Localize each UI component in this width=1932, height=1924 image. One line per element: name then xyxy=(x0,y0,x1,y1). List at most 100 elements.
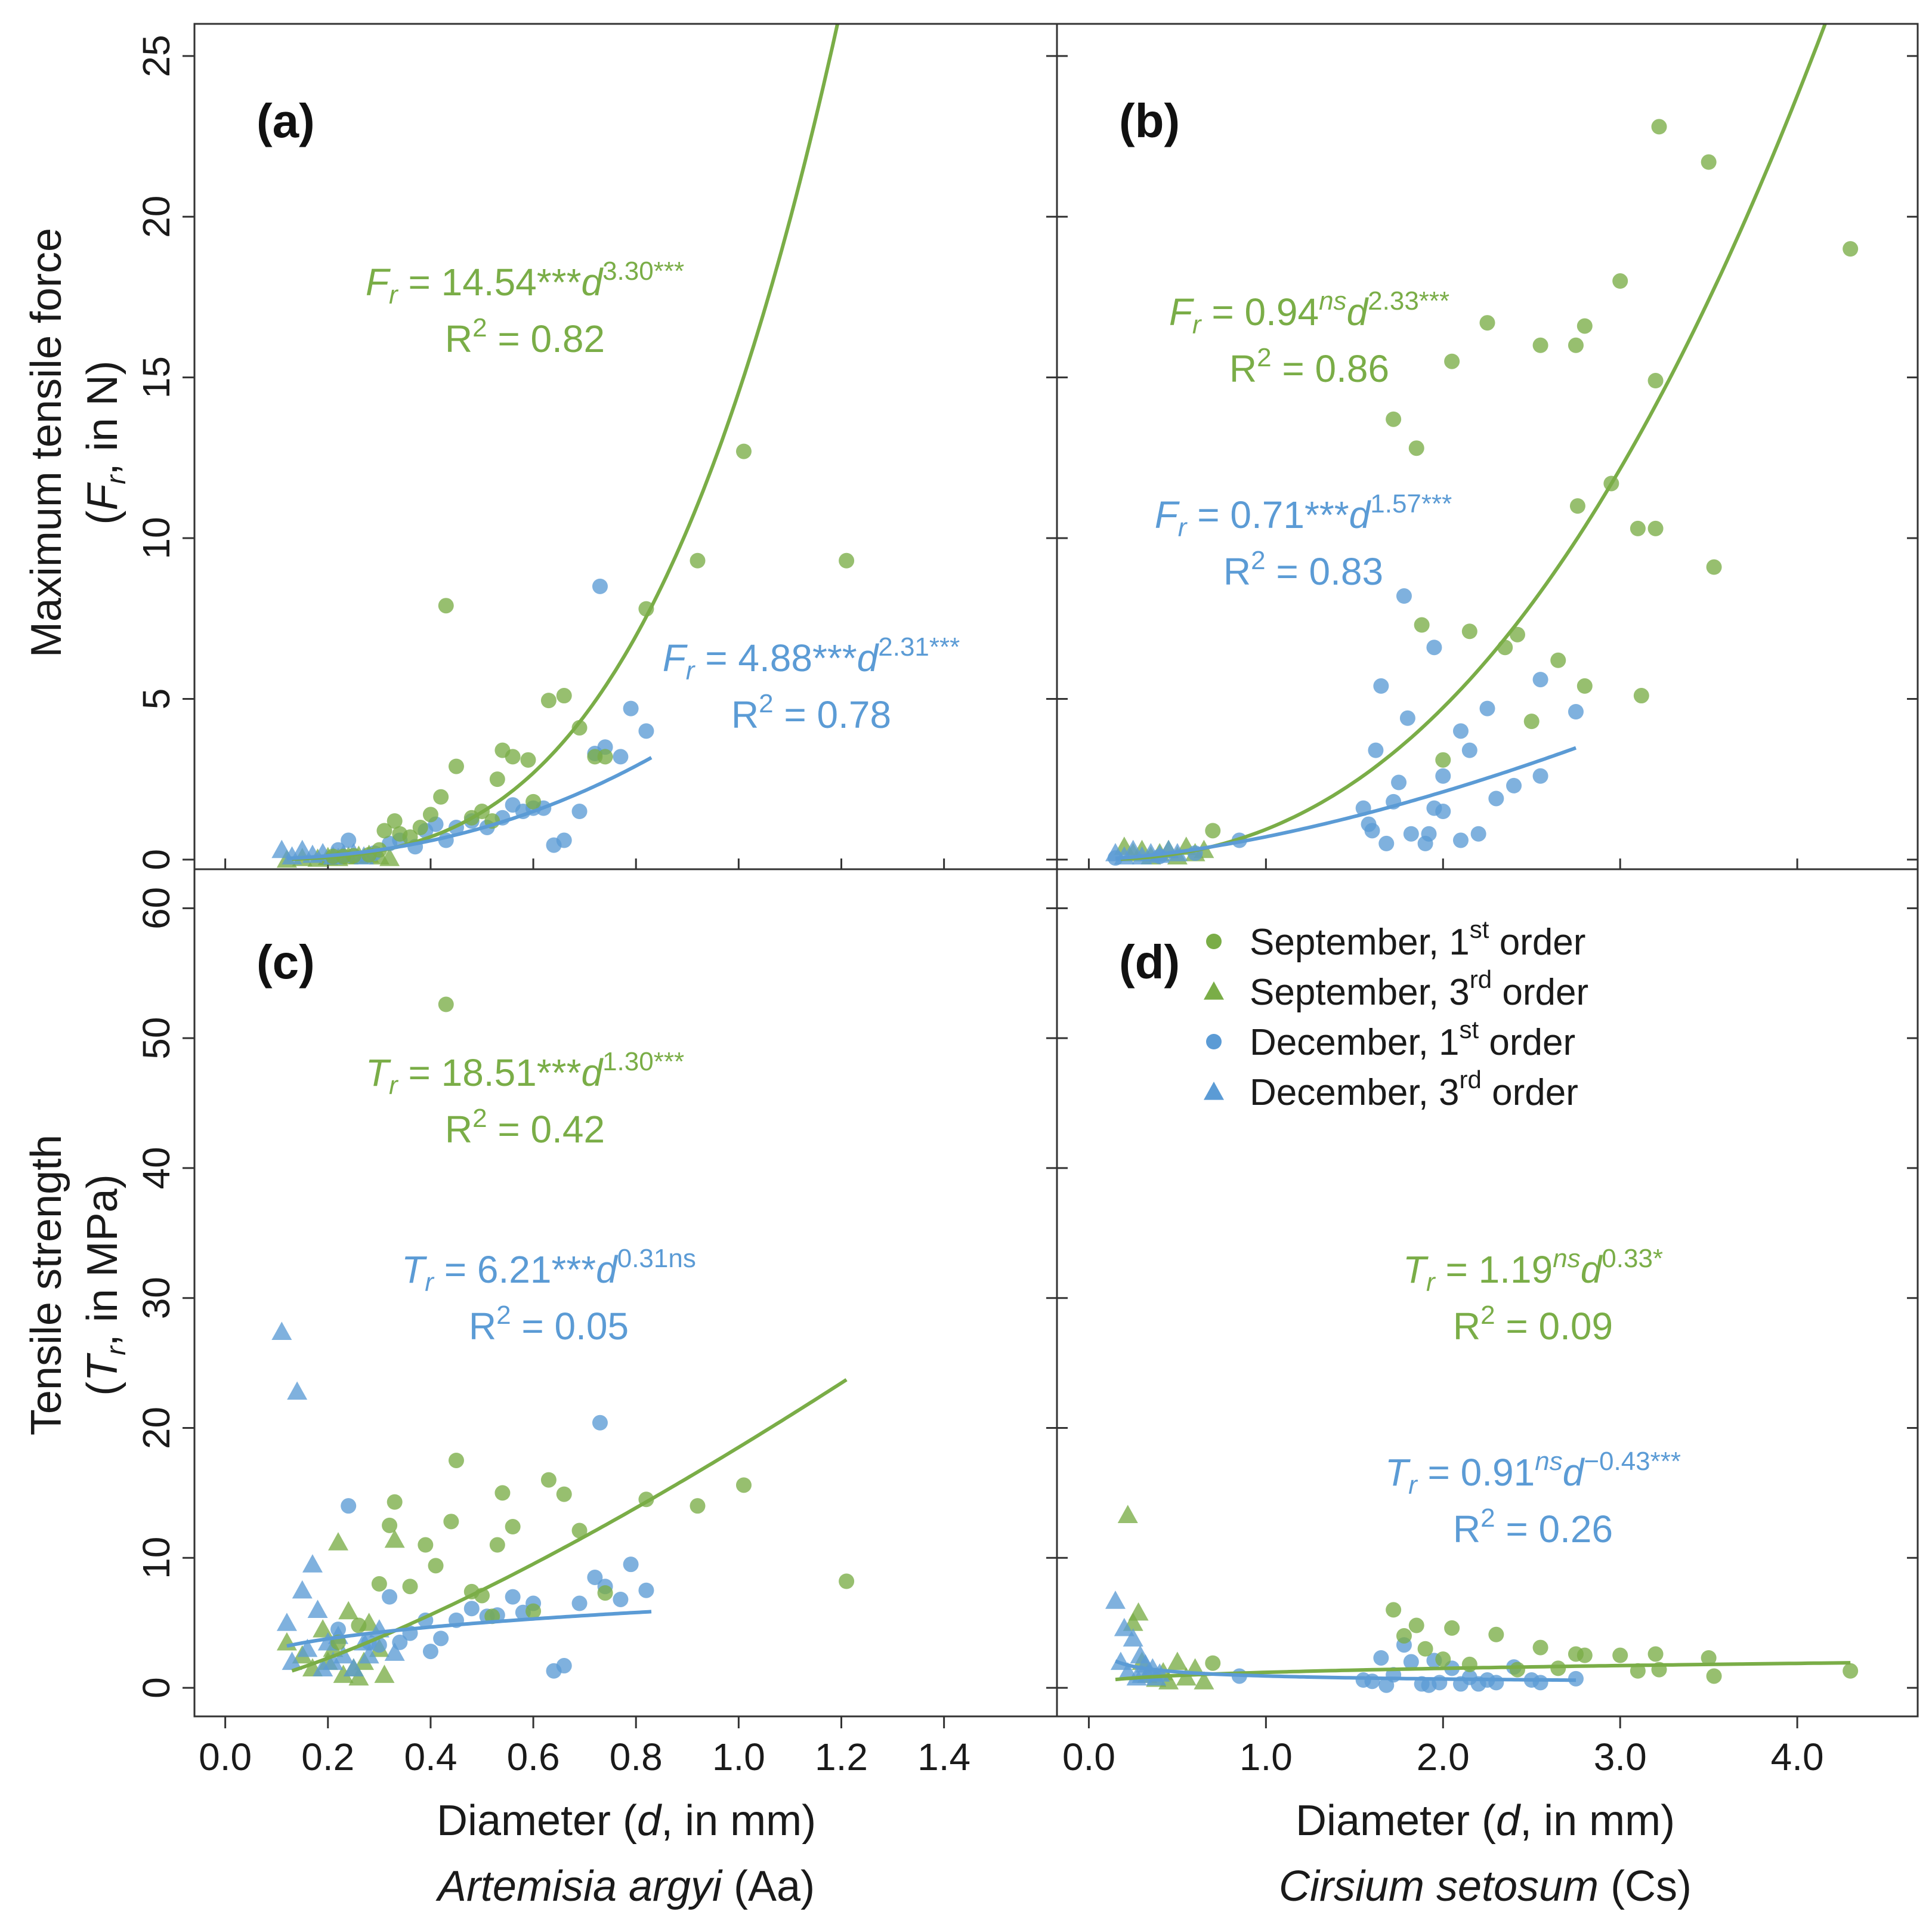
data-point-dec-circle xyxy=(638,1582,654,1598)
data-point-sep-circle xyxy=(690,1498,706,1514)
data-point-sep-circle xyxy=(540,693,557,709)
data-point-sep-circle xyxy=(448,1452,464,1468)
data-point-dec-circle xyxy=(1368,742,1384,758)
panel-label: (b) xyxy=(1119,94,1180,147)
r-squared-september: R2 = 0.42 xyxy=(445,1104,605,1151)
data-point-dec-circle xyxy=(556,832,572,848)
data-point-dec-circle xyxy=(1461,742,1477,758)
data-point-sep-circle xyxy=(418,1537,434,1553)
panel-label: (d) xyxy=(1119,935,1180,989)
data-point-sep-circle xyxy=(489,771,505,787)
legend-label: December, 3rd order xyxy=(1250,1066,1578,1113)
data-point-sep-circle xyxy=(1568,337,1584,353)
data-point-sep-circle xyxy=(505,749,521,765)
data-point-dec-circle xyxy=(341,1498,357,1514)
plot-area xyxy=(1105,24,1859,866)
species-left: Artemisia argyi (Aa) xyxy=(435,1863,815,1910)
data-point-sep-circle xyxy=(1461,623,1477,640)
data-point-sep-circle xyxy=(387,813,403,829)
plot-area xyxy=(1105,1505,1859,1693)
data-point-dec-triangle xyxy=(1123,1628,1143,1647)
x-tick-label: 0.4 xyxy=(404,1735,457,1778)
top-y-label-line1: Maximum tensile force xyxy=(23,228,70,657)
data-point-dec-triangle xyxy=(276,1613,297,1631)
data-point-sep-circle xyxy=(597,749,613,765)
data-point-sep-circle xyxy=(1532,1639,1548,1656)
data-point-dec-circle xyxy=(1488,790,1504,807)
data-point-dec-circle xyxy=(1426,640,1442,656)
data-point-sep-triangle xyxy=(374,1664,395,1683)
data-point-sep-circle xyxy=(1550,652,1566,668)
data-point-sep-circle xyxy=(540,1472,557,1488)
equation-december: Fr = 4.88***d2.31*** xyxy=(663,632,960,685)
data-point-sep-circle xyxy=(1550,1660,1566,1676)
y-tick-label: 10 xyxy=(135,517,178,559)
data-point-sep-circle xyxy=(376,823,392,839)
data-point-dec-triangle xyxy=(271,1321,292,1340)
equation-december: Tr = 0.91nsd−0.43*** xyxy=(1385,1447,1681,1500)
y-tick-label: 40 xyxy=(135,1147,178,1189)
equation-december: Fr = 0.71***d1.57*** xyxy=(1155,489,1452,542)
data-point-sep-circle xyxy=(1435,1651,1451,1667)
x-tick-label: 0.8 xyxy=(610,1735,663,1778)
data-point-sep-circle xyxy=(382,1517,398,1533)
plot-area xyxy=(271,24,855,868)
data-point-dec-circle xyxy=(1373,678,1389,694)
data-point-dec-circle xyxy=(1506,777,1522,793)
data-point-sep-circle xyxy=(1647,520,1664,536)
figure-frame xyxy=(193,23,1919,1718)
data-point-sep-circle xyxy=(505,1519,521,1535)
data-point-dec-triangle xyxy=(333,1645,354,1664)
data-point-dec-triangle xyxy=(271,839,292,858)
x-tick-label: 1.2 xyxy=(815,1735,868,1778)
data-point-sep-triangle xyxy=(384,1529,405,1548)
data-point-dec-triangle xyxy=(313,1658,333,1677)
data-point-sep-circle xyxy=(1386,411,1402,427)
data-point-sep-circle xyxy=(1444,1620,1460,1636)
data-point-dec-circle xyxy=(433,1630,449,1647)
legend-label: September, 1st order xyxy=(1250,915,1585,963)
data-point-dec-circle xyxy=(571,804,588,820)
legend-label: December, 1st order xyxy=(1250,1015,1575,1063)
data-point-dec-circle xyxy=(1479,700,1495,717)
data-point-dec-triangle xyxy=(343,1658,364,1677)
data-point-sep-circle xyxy=(1461,1656,1477,1672)
equation-december: Tr = 6.21***d0.31ns xyxy=(401,1244,696,1297)
data-point-dec-triangle xyxy=(1105,1591,1126,1609)
data-point-sep-circle xyxy=(1509,1662,1525,1678)
data-point-sep-circle xyxy=(571,719,588,736)
data-point-sep-circle xyxy=(597,1585,613,1601)
data-point-sep-circle xyxy=(520,752,536,768)
x-tick-label: 2.0 xyxy=(1417,1735,1470,1778)
data-point-dec-circle xyxy=(1364,1673,1380,1690)
y-tick-label: 0 xyxy=(135,1677,178,1698)
data-point-sep-circle xyxy=(494,1485,511,1501)
data-point-sep-circle xyxy=(1532,337,1548,353)
data-point-dec-circle xyxy=(1378,835,1395,851)
data-point-sep-circle xyxy=(433,789,449,805)
data-point-dec-circle xyxy=(623,700,639,717)
fit-line-september xyxy=(1120,24,1828,861)
data-point-sep-circle xyxy=(1444,353,1460,369)
panel-b: (b) Fr = 0.94nsd2.33***R2 = 0.86 Fr = 0.71… xyxy=(1057,24,1918,869)
data-point-sep-circle xyxy=(839,552,855,569)
y-tick-label: 25 xyxy=(135,35,178,77)
data-point-dec-circle xyxy=(1532,768,1548,784)
x-tick-label: 1.4 xyxy=(917,1735,970,1778)
data-point-dec-circle xyxy=(1399,710,1415,726)
data-point-sep-circle xyxy=(1612,273,1628,289)
data-point-dec-circle xyxy=(623,1557,639,1573)
data-point-sep-circle xyxy=(1523,714,1540,730)
data-point-sep-circle xyxy=(1479,315,1495,331)
data-point-dec-circle xyxy=(1452,723,1469,739)
data-point-sep-triangle xyxy=(1167,1651,1188,1670)
data-point-sep-circle xyxy=(1706,559,1722,575)
r-squared-december: R2 = 0.78 xyxy=(731,689,891,736)
equation-september: Tr = 1.19nsd0.33* xyxy=(1403,1244,1663,1297)
data-point-sep-circle xyxy=(556,688,572,704)
x-tick-label: 0.2 xyxy=(301,1735,354,1778)
data-point-dec-circle xyxy=(613,1591,629,1607)
data-point-dec-circle xyxy=(556,1658,572,1674)
data-point-sep-circle xyxy=(1647,1646,1664,1662)
